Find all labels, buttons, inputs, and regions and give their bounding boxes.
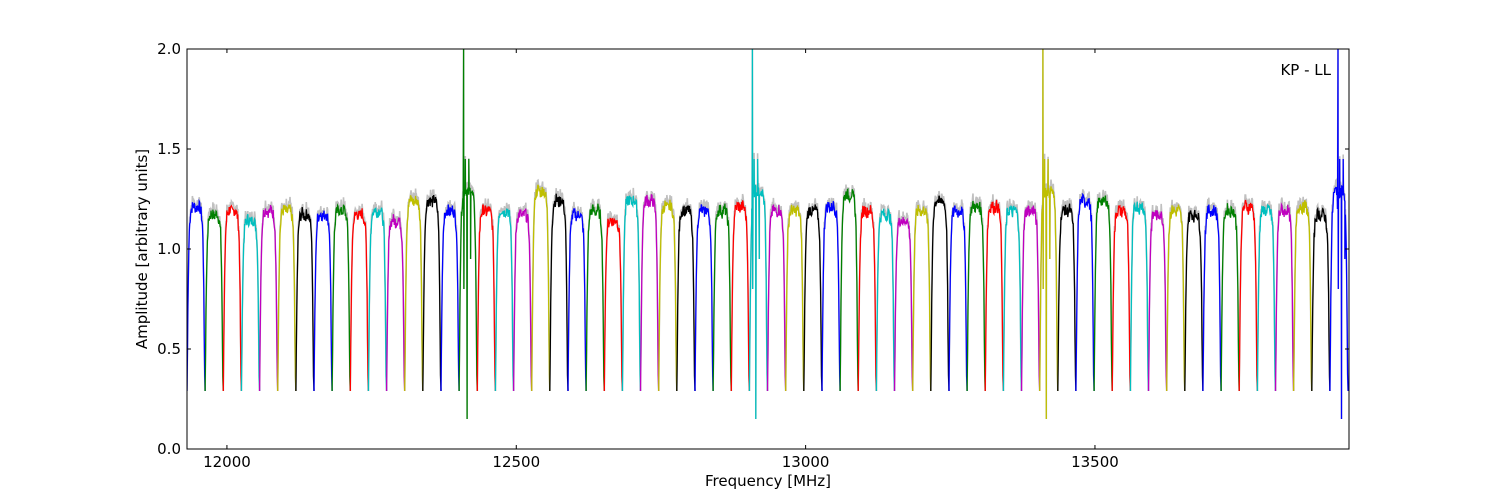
channel-trace-59 [1256, 203, 1277, 392]
channel-trace-49 [1075, 192, 1095, 392]
y-axis-label: Amplitude [arbitrary units] [133, 149, 151, 349]
channel-trace-52 [1129, 201, 1150, 392]
channel-trace-33 [785, 204, 805, 392]
channel-trace-32 [766, 204, 787, 392]
chart-annotation: KP - LL [1280, 61, 1331, 79]
channel-trace-24 [621, 195, 642, 392]
channel-trace-30 [730, 200, 751, 392]
channel-trace-0 [187, 198, 206, 392]
channel-trace-3 [240, 214, 261, 392]
channel-trace-57 [1220, 203, 1240, 392]
y-tick-label: 1.0 [157, 240, 181, 258]
x-tick-label: 12500 [492, 453, 540, 471]
channel-trace-10 [367, 207, 388, 392]
channel-trace-50 [1093, 195, 1113, 392]
channel-trace-17 [494, 208, 515, 392]
channel-trace-37 [857, 205, 878, 392]
channel-trace-2 [222, 204, 243, 392]
channel-trace-34 [803, 204, 823, 392]
channel-trace-12 [404, 195, 424, 392]
channel-trace-21 [567, 208, 587, 392]
channel-trace-29 [712, 203, 732, 392]
channel-trace-4 [258, 204, 279, 392]
channel-trace-61 [1292, 200, 1313, 392]
x-axis-label: Frequency [MHz] [705, 472, 831, 490]
y-tick-label: 0.0 [157, 440, 181, 458]
channel-trace-6 [295, 207, 315, 392]
channel-trace-27 [676, 205, 696, 392]
channel-trace-58 [1238, 199, 1259, 392]
channel-trace-53 [1147, 210, 1168, 392]
channel-trace-63 [1329, 49, 1349, 420]
channel-trace-46 [1020, 205, 1041, 392]
channel-trace-31 [748, 49, 769, 420]
channel-trace-62 [1311, 206, 1331, 392]
channel-trace-28 [694, 204, 714, 392]
y-tick-label: 2.0 [157, 40, 181, 58]
channel-trace-16 [476, 204, 497, 392]
channel-trace-14 [440, 204, 460, 392]
y-tick-label: 0.5 [157, 340, 181, 358]
channel-trace-45 [1002, 204, 1023, 392]
channel-trace-43 [966, 200, 986, 392]
axis-ticks: 12000 12500 13000 13500 0.0 0.5 1.0 1.5 2.0 [157, 40, 1349, 471]
channel-trace-8 [331, 203, 351, 392]
channel-trace-51 [1111, 204, 1132, 392]
channel-trace-7 [313, 210, 333, 392]
channel-trace-54 [1166, 203, 1186, 392]
channel-trace-11 [385, 214, 406, 392]
channel-trace-42 [948, 205, 968, 392]
channel-trace-47 [1039, 49, 1059, 420]
channel-trace-22 [585, 203, 605, 392]
channel-trace-36 [839, 187, 859, 392]
channel-trace-55 [1184, 209, 1204, 392]
channel-trace-48 [1057, 203, 1077, 392]
channel-trace-25 [639, 193, 660, 392]
channel-trace-60 [1274, 202, 1295, 392]
channel-trace-56 [1202, 204, 1222, 392]
channel-trace-9 [349, 208, 370, 392]
channel-trace-40 [912, 204, 932, 392]
channel-trace-38 [875, 207, 896, 392]
x-tick-label: 13000 [782, 453, 830, 471]
channel-trace-20 [549, 193, 569, 392]
channel-trace-19 [531, 184, 551, 392]
channel-trace-41 [930, 195, 950, 392]
y-tick-label: 1.5 [157, 140, 181, 158]
x-tick-label: 13500 [1071, 453, 1119, 471]
channel-trace-39 [893, 216, 914, 392]
channel-trace-26 [658, 199, 678, 392]
channel-trace-23 [603, 217, 624, 392]
channel-trace-18 [512, 208, 533, 392]
plot-lines [187, 49, 1349, 420]
channel-trace-13 [422, 194, 442, 392]
channel-trace-5 [277, 204, 297, 392]
channel-trace-15 [458, 49, 478, 420]
x-tick-label: 12000 [203, 453, 251, 471]
channel-trace-1 [204, 209, 224, 392]
channel-trace-35 [821, 201, 841, 392]
channel-trace-44 [984, 199, 1005, 392]
